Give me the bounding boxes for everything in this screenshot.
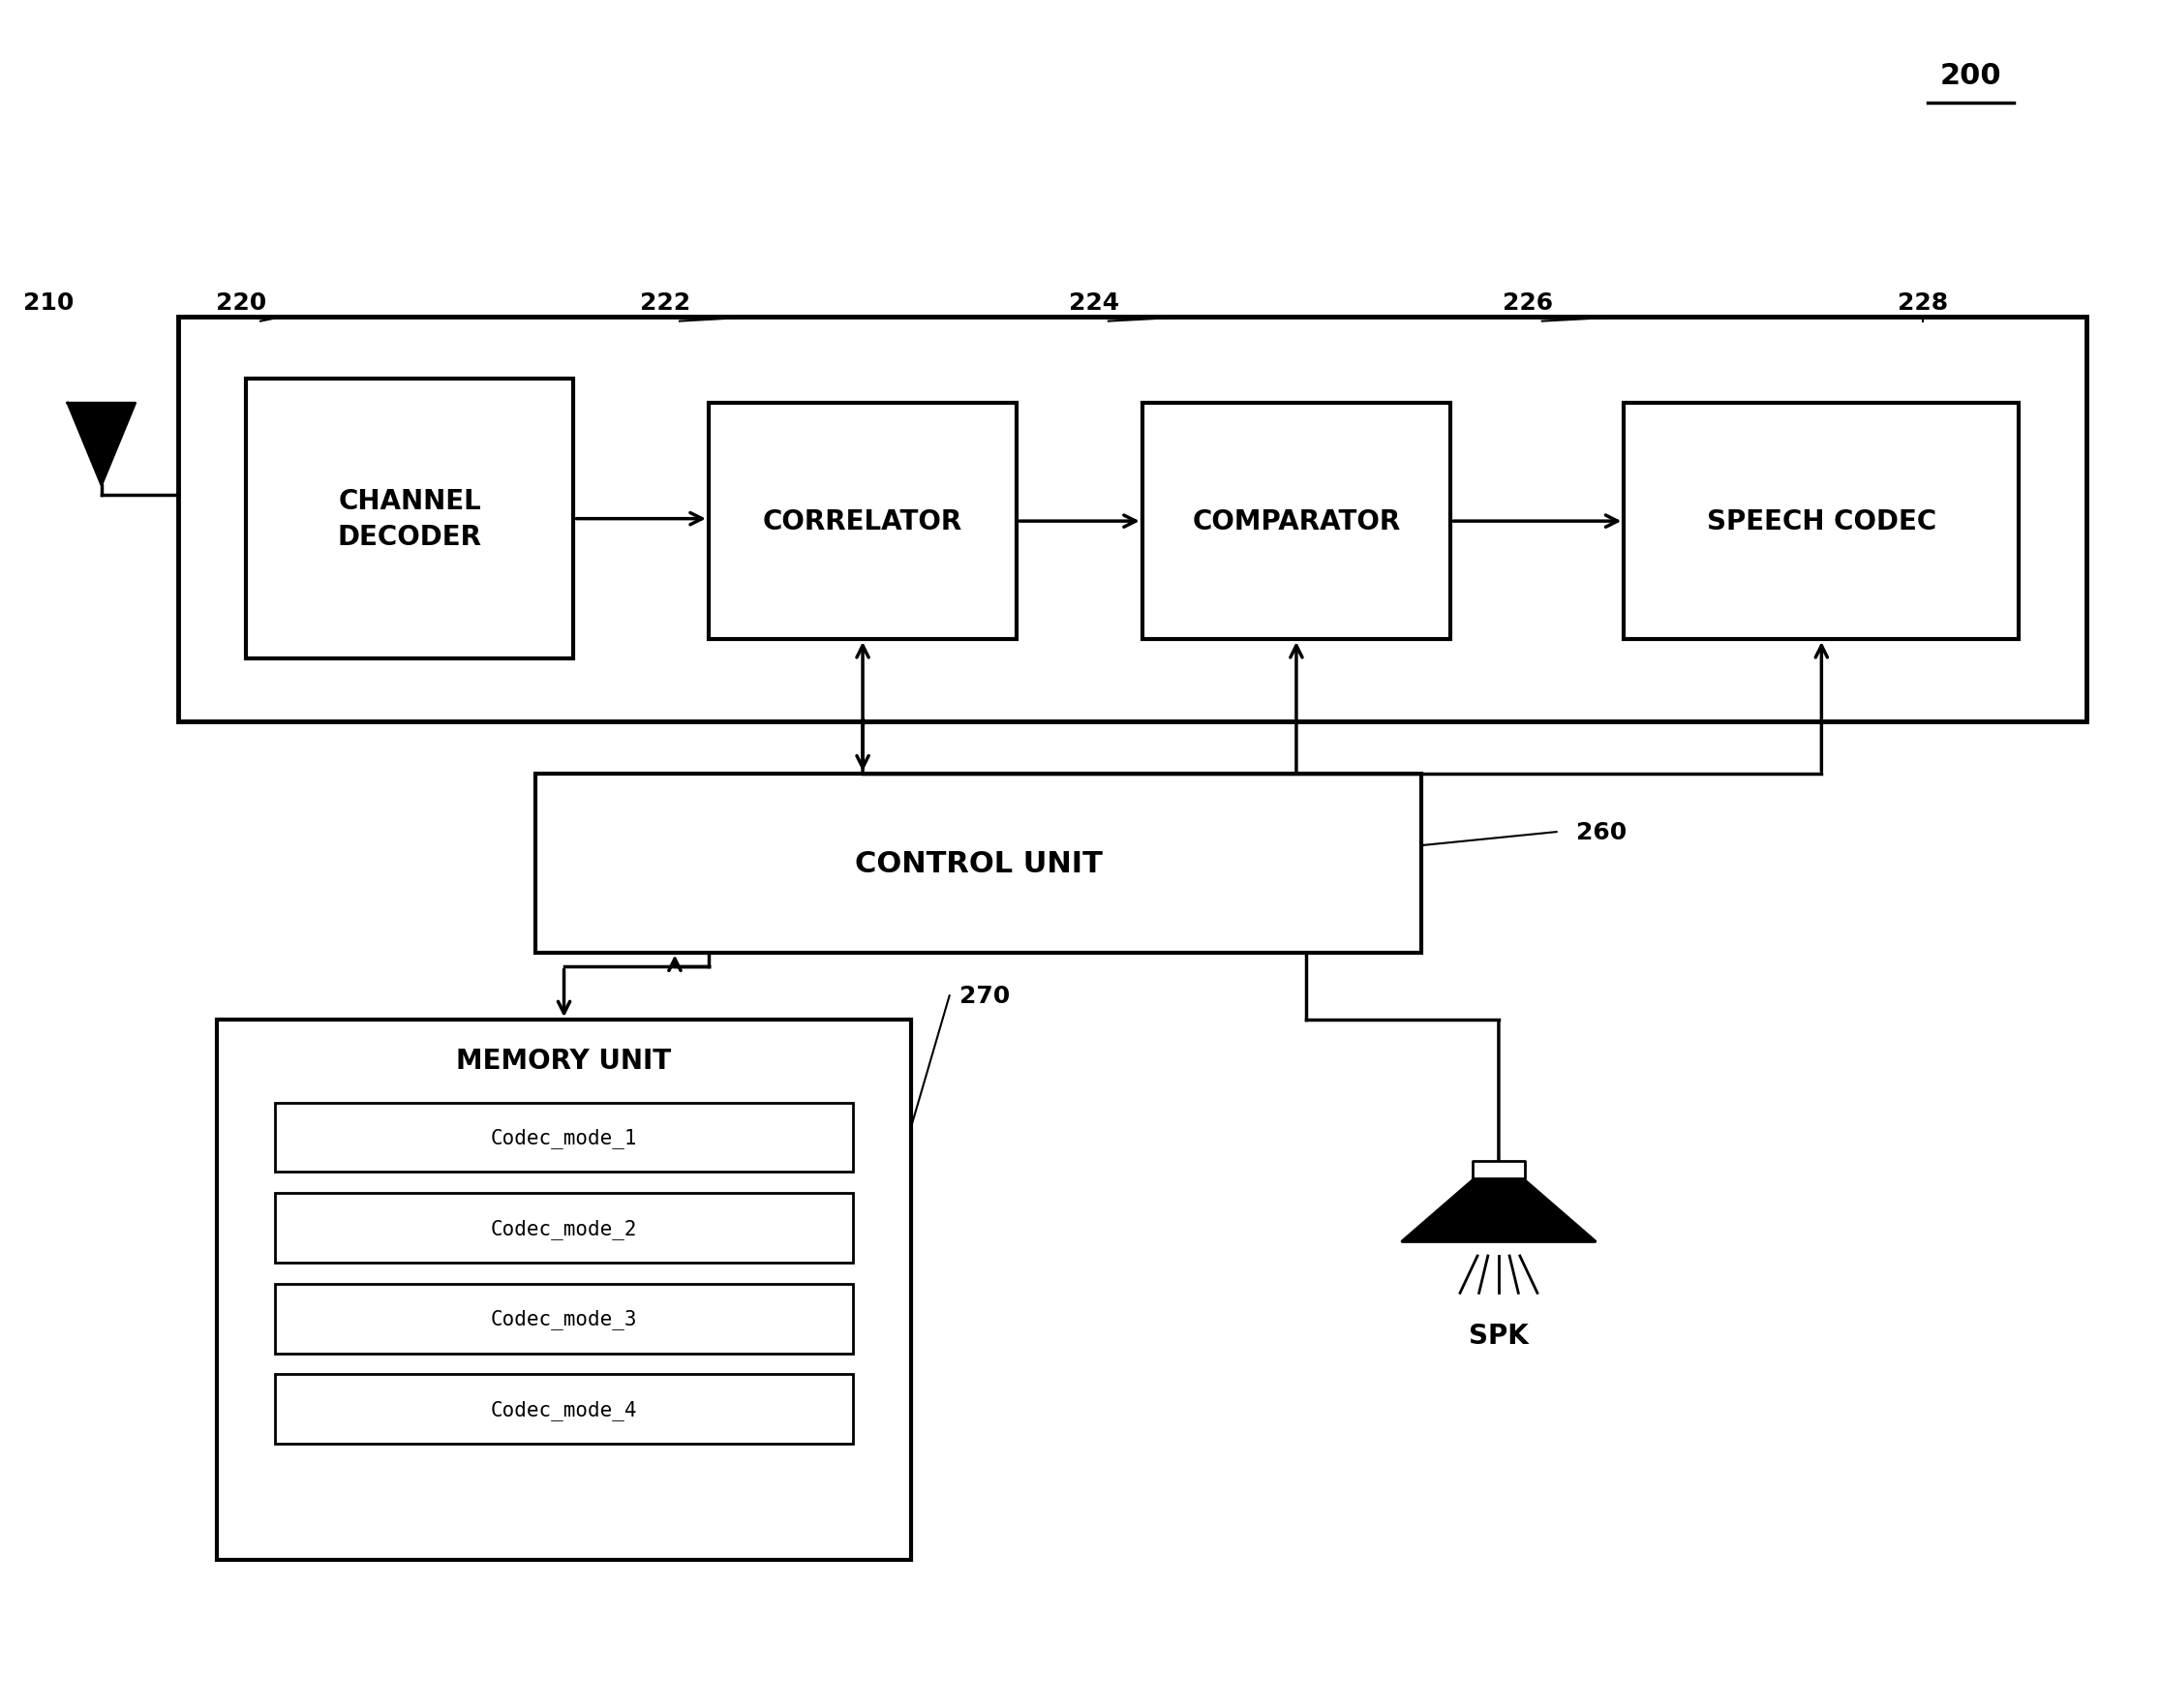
Bar — [246, 379, 575, 659]
Bar — [1624, 403, 2020, 640]
Text: 210: 210 — [24, 290, 73, 314]
Bar — [179, 318, 2087, 721]
Text: Codec_mode_4: Codec_mode_4 — [490, 1399, 637, 1419]
Bar — [274, 1284, 853, 1353]
Bar — [274, 1375, 853, 1443]
Text: SPEECH CODEC: SPEECH CODEC — [1706, 509, 1935, 535]
Text: SPK: SPK — [1469, 1322, 1529, 1349]
Bar — [1143, 403, 1452, 640]
Text: CONTROL UNIT: CONTROL UNIT — [855, 849, 1102, 878]
Text: CHANNEL
DECODER: CHANNEL DECODER — [337, 488, 482, 550]
Text: MEMORY UNIT: MEMORY UNIT — [456, 1047, 672, 1074]
Text: 200: 200 — [1940, 61, 2002, 91]
Text: 220: 220 — [216, 290, 266, 314]
Bar — [274, 1194, 853, 1262]
Polygon shape — [1402, 1179, 1594, 1242]
Polygon shape — [1473, 1161, 1525, 1179]
Text: 260: 260 — [1577, 822, 1626, 844]
Text: 270: 270 — [959, 984, 1009, 1008]
Text: Codec_mode_2: Codec_mode_2 — [490, 1218, 637, 1238]
Text: Codec_mode_1: Codec_mode_1 — [490, 1127, 637, 1148]
Text: 224: 224 — [1069, 290, 1119, 314]
Bar — [708, 403, 1017, 640]
Text: 228: 228 — [1896, 290, 1948, 314]
Bar — [218, 1020, 912, 1559]
Text: Codec_mode_3: Codec_mode_3 — [490, 1308, 637, 1329]
Text: COMPARATOR: COMPARATOR — [1192, 509, 1400, 535]
Polygon shape — [67, 403, 136, 485]
Text: 222: 222 — [639, 290, 691, 314]
Bar — [536, 774, 1421, 953]
Bar — [274, 1103, 853, 1172]
Text: 226: 226 — [1503, 290, 1553, 314]
Text: CORRELATOR: CORRELATOR — [762, 509, 963, 535]
